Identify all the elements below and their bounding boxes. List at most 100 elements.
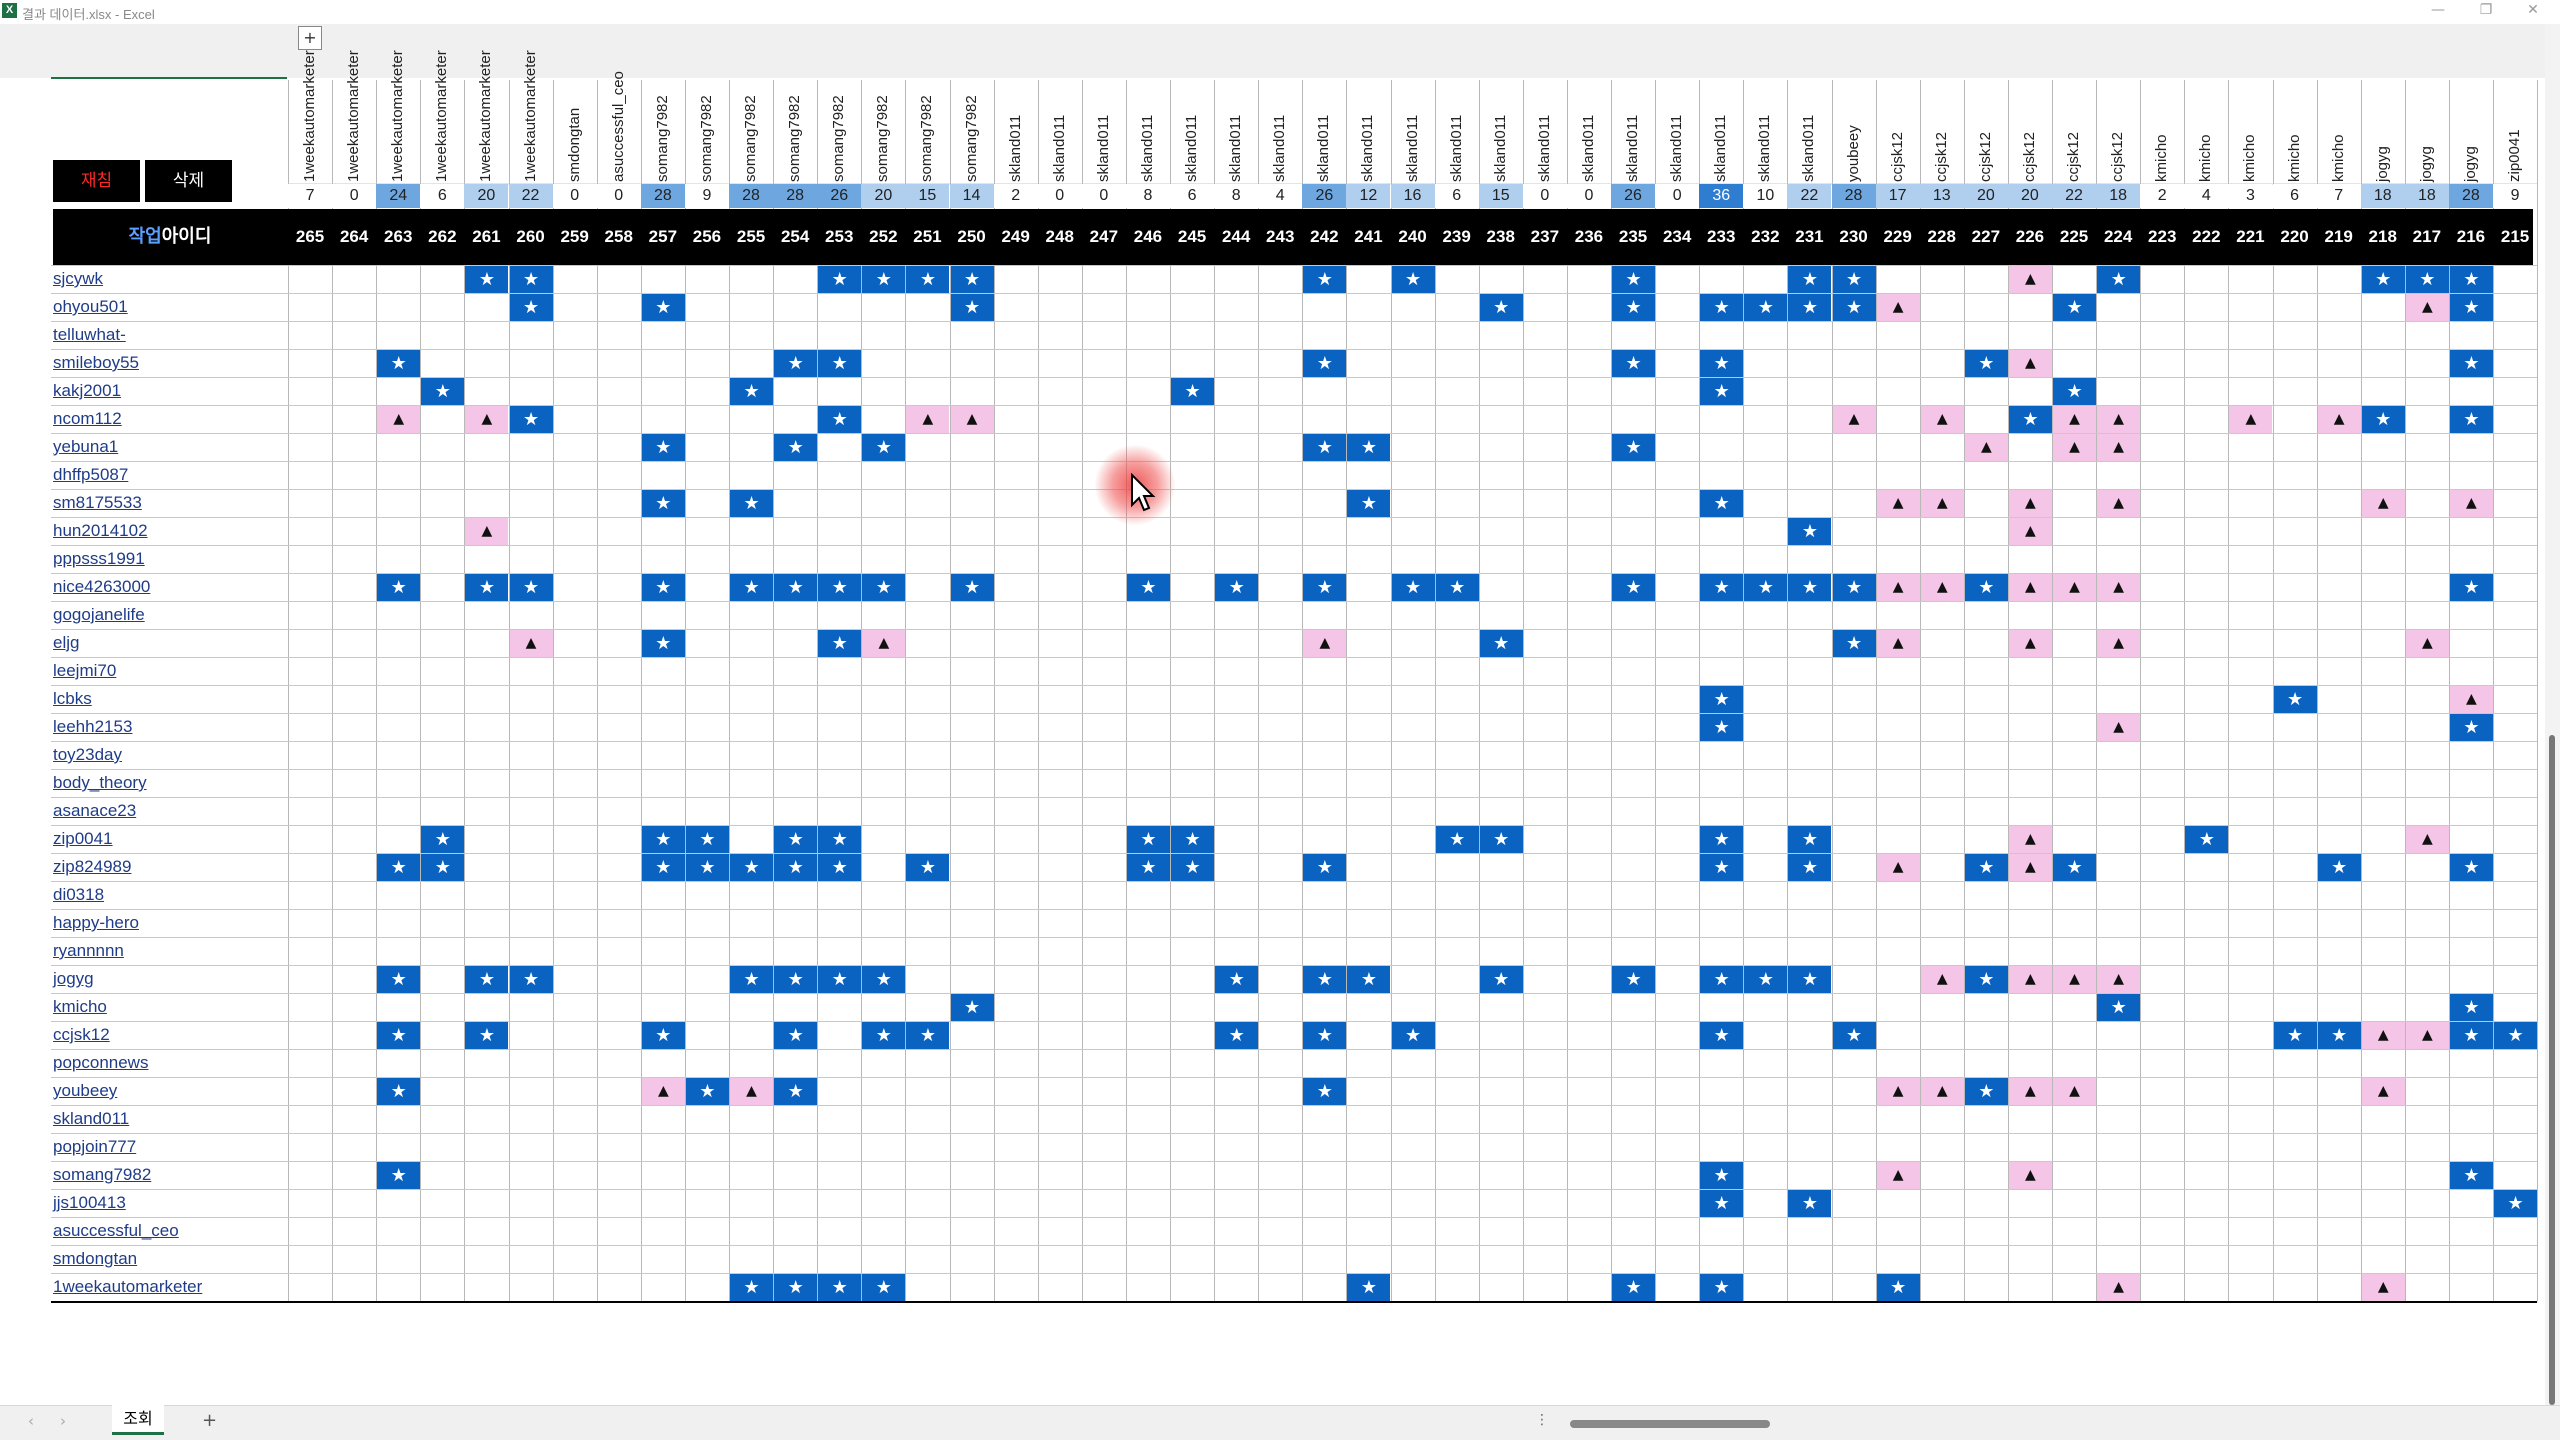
post-number-header[interactable]: 247 xyxy=(1089,227,1119,246)
post-number-header[interactable]: 239 xyxy=(1442,227,1471,246)
add-sheet-button[interactable]: + xyxy=(202,1410,218,1431)
user-id-link[interactable]: ncom112 xyxy=(53,409,122,428)
user-id-link[interactable]: pppsss1991 xyxy=(53,549,145,568)
post-number-header[interactable]: 254 xyxy=(780,227,810,246)
post-number-header[interactable]: 253 xyxy=(825,227,854,246)
post-number-header[interactable]: 261 xyxy=(472,227,501,246)
post-number-header[interactable]: 258 xyxy=(604,227,633,246)
user-id-link[interactable]: youbeey xyxy=(53,1081,118,1100)
post-number-header[interactable]: 249 xyxy=(1001,227,1030,246)
post-number-header[interactable]: 260 xyxy=(516,227,545,246)
post-number-header[interactable]: 242 xyxy=(1310,227,1339,246)
close-button[interactable]: ✕ xyxy=(2527,2,2539,18)
vertical-scrollbar[interactable] xyxy=(2545,24,2560,1414)
post-number-header[interactable]: 262 xyxy=(428,227,457,246)
post-number-header[interactable]: 223 xyxy=(2148,227,2177,246)
post-number-header[interactable]: 216 xyxy=(2456,227,2486,246)
post-number-header[interactable]: 234 xyxy=(1662,227,1692,246)
post-number-header[interactable]: 227 xyxy=(1971,227,2001,246)
post-number-header[interactable]: 226 xyxy=(2015,227,2045,246)
post-number-header[interactable]: 237 xyxy=(1530,227,1560,246)
post-number-header[interactable]: 256 xyxy=(692,227,722,246)
user-id-link[interactable]: toy23day xyxy=(53,745,122,764)
delete-button[interactable]: 삭제 xyxy=(145,160,232,202)
user-id-link[interactable]: body_theory xyxy=(53,773,147,792)
post-number-header[interactable]: 236 xyxy=(1574,227,1604,246)
user-id-link[interactable]: gogojanelife xyxy=(53,605,145,624)
user-id-link[interactable]: eljg xyxy=(53,633,80,652)
user-id-link[interactable]: sjcywk xyxy=(53,269,104,288)
post-number-header[interactable]: 248 xyxy=(1045,227,1074,246)
post-number-header[interactable]: 251 xyxy=(913,227,942,246)
post-number-header[interactable]: 265 xyxy=(295,227,325,246)
post-number-header[interactable]: 235 xyxy=(1618,227,1648,246)
post-number-header[interactable]: 224 xyxy=(2103,227,2133,246)
post-number-header[interactable]: 218 xyxy=(2368,227,2397,246)
vertical-scroll-thumb[interactable] xyxy=(2549,735,2555,1405)
post-number-header[interactable]: 231 xyxy=(1795,227,1824,246)
post-number-header[interactable]: 229 xyxy=(1883,227,1912,246)
user-id-link[interactable]: yebuna1 xyxy=(53,437,119,456)
user-id-link[interactable]: popconnews xyxy=(53,1053,149,1072)
post-number-header[interactable]: 244 xyxy=(1221,227,1251,246)
user-id-link[interactable]: zip824989 xyxy=(53,857,132,876)
user-id-link[interactable]: hun2014102 xyxy=(53,521,148,540)
user-id-link[interactable]: ohyou501 xyxy=(53,297,128,316)
minimize-button[interactable]: — xyxy=(2431,2,2445,18)
post-number-header[interactable]: 232 xyxy=(1751,227,1780,246)
post-number-header[interactable]: 255 xyxy=(736,227,766,246)
user-id-link[interactable]: leehh2153 xyxy=(53,717,133,736)
user-id-link[interactable]: smdongtan xyxy=(53,1249,138,1268)
post-number-header[interactable]: 241 xyxy=(1354,227,1383,246)
post-number-header[interactable]: 222 xyxy=(2192,227,2221,246)
user-id-link[interactable]: smileboy55 xyxy=(53,353,139,372)
sheet-tab-active[interactable]: 조회 xyxy=(112,1405,164,1435)
user-id-link[interactable]: ccjsk12 xyxy=(53,1025,110,1044)
user-id-link[interactable]: kakj2001 xyxy=(53,381,122,400)
post-number-header[interactable]: 220 xyxy=(2280,227,2309,246)
horizontal-scroll-thumb[interactable] xyxy=(1570,1420,1770,1428)
user-id-link[interactable]: dhffp5087 xyxy=(53,465,129,484)
post-number-header[interactable]: 233 xyxy=(1707,227,1736,246)
user-id-link[interactable]: nice4263000 xyxy=(53,577,151,596)
user-id-link[interactable]: somang7982 xyxy=(53,1165,152,1184)
user-id-link[interactable]: zip0041 xyxy=(53,829,113,848)
user-id-link[interactable]: asuccessful_ceo xyxy=(53,1221,179,1240)
post-number-header[interactable]: 238 xyxy=(1486,227,1515,246)
post-number-header[interactable]: 246 xyxy=(1133,227,1163,246)
post-number-header[interactable]: 217 xyxy=(2412,227,2442,246)
post-number-header[interactable]: 228 xyxy=(1927,227,1956,246)
post-number-header[interactable]: 219 xyxy=(2324,227,2353,246)
user-id-link[interactable]: jogyg xyxy=(53,969,94,988)
user-id-link[interactable]: di0318 xyxy=(53,885,105,904)
post-number-header[interactable]: 257 xyxy=(648,227,678,246)
user-id-link[interactable]: leejmi70 xyxy=(53,661,117,680)
prev-sheet-icon[interactable]: ‹ xyxy=(28,1412,34,1430)
user-id-link[interactable]: 1weekautomarketer xyxy=(53,1277,203,1296)
user-id-link[interactable]: lcbks xyxy=(53,689,92,708)
post-number-header[interactable]: 215 xyxy=(2500,227,2530,246)
restore-button[interactable]: ❐ xyxy=(2479,2,2493,18)
user-id-link[interactable]: kmicho xyxy=(53,997,107,1016)
post-number-header[interactable]: 250 xyxy=(957,227,986,246)
user-id-link[interactable]: jjs100413 xyxy=(53,1193,126,1212)
post-number-header[interactable]: 221 xyxy=(2236,227,2265,246)
split-handle-icon[interactable]: ⋮ xyxy=(1535,1412,1549,1428)
user-id-link[interactable]: asanace23 xyxy=(53,801,137,820)
post-number-header[interactable]: 243 xyxy=(1266,227,1295,246)
post-number-header[interactable]: 240 xyxy=(1398,227,1427,246)
user-id-link[interactable]: skland011 xyxy=(53,1109,130,1128)
next-sheet-icon[interactable]: › xyxy=(60,1412,66,1430)
post-number-header[interactable]: 263 xyxy=(384,227,413,246)
post-number-header[interactable]: 252 xyxy=(869,227,898,246)
post-number-header[interactable]: 230 xyxy=(1839,227,1868,246)
user-id-link[interactable]: happy-hero xyxy=(53,913,140,932)
user-id-link[interactable]: popjoin777 xyxy=(53,1137,137,1156)
user-id-link[interactable]: telluwhat- xyxy=(53,325,126,344)
post-number-header[interactable]: 259 xyxy=(560,227,589,246)
user-id-link[interactable]: ryannnnn xyxy=(53,941,124,960)
post-number-header[interactable]: 264 xyxy=(339,227,369,246)
expand-button[interactable]: + xyxy=(298,26,322,50)
post-number-header[interactable]: 225 xyxy=(2059,227,2089,246)
post-number-header[interactable]: 245 xyxy=(1177,227,1207,246)
